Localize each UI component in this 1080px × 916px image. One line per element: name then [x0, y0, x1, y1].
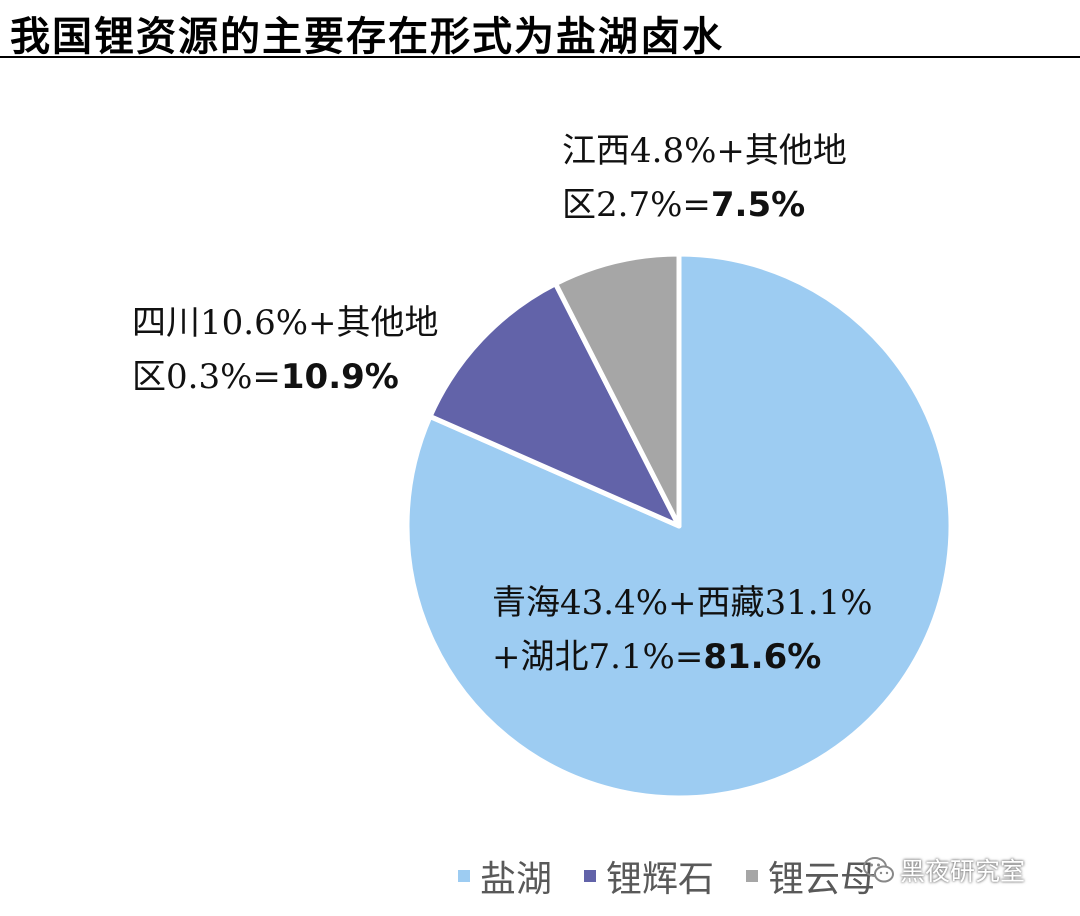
legend-swatch-lepidolite	[746, 870, 759, 882]
slice-label-lepidolite: 江西4.8%+其他地 区2.7%=7.5%	[562, 124, 847, 232]
legend-label-salt-lake: 盐湖	[480, 859, 553, 900]
slice-label-spodumene: 四川10.6%+其他地 区0.3%=10.9%	[132, 296, 439, 404]
slice-label-value: 10.9%	[280, 357, 399, 397]
title-underline	[0, 56, 1080, 58]
watermark-text: 黑夜研究室	[900, 857, 1026, 886]
chart-legend: 盐湖 锂辉石 锂云母	[458, 850, 908, 902]
pie-slice-spodumene	[427, 281, 682, 529]
slice-label-value: 7.5%	[710, 185, 806, 225]
legend-item-salt-lake: 盐湖	[458, 850, 552, 902]
slice-label-value: 81.6%	[703, 637, 822, 677]
pie-slices	[404, 251, 954, 801]
legend-item-lepidolite: 锂云母	[746, 850, 876, 902]
slice-label-line: 区2.7%=	[562, 185, 711, 225]
slice-label-line: +湖北7.1%=	[492, 637, 704, 677]
legend-label-lepidolite: 锂云母	[768, 859, 877, 900]
legend-swatch-salt-lake	[458, 870, 470, 882]
wechat-icon	[863, 857, 894, 883]
legend-label-spodumene: 锂辉石	[606, 859, 715, 900]
pie-slice-lepidolite	[553, 251, 682, 529]
legend-item-spodumene: 锂辉石	[584, 850, 714, 902]
pie-slice-salt-lake	[404, 251, 954, 801]
legend-swatch-spodumene	[584, 870, 597, 882]
slice-label-salt-lake: 青海43.4%+西藏31.1% +湖北7.1%=81.6%	[492, 576, 873, 684]
slice-label-line: 四川10.6%+其他地	[132, 303, 439, 343]
slice-label-line: 区0.3%=	[132, 357, 281, 397]
chart-title: 我国锂资源的主要存在形式为盐湖卤水	[10, 13, 724, 60]
watermark: 黑夜研究室	[862, 852, 1025, 888]
slice-label-line: 江西4.8%+其他地	[562, 131, 847, 171]
slice-label-line: 青海43.4%+西藏31.1%	[492, 583, 873, 623]
